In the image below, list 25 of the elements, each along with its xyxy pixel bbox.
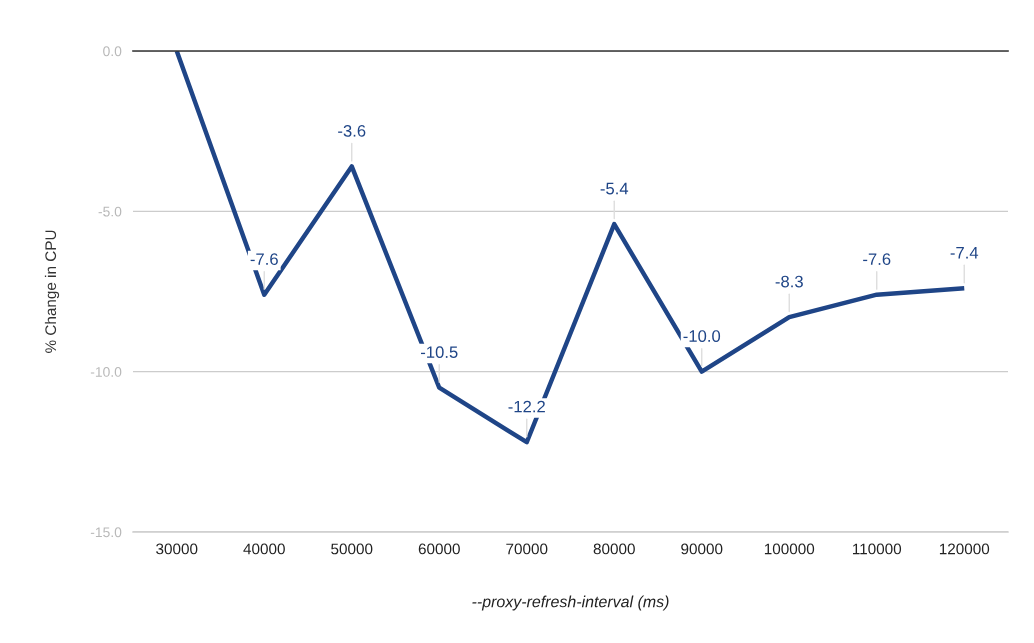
- y-tick-label: -5.0: [98, 206, 122, 217]
- x-tick-label: 60000: [418, 543, 460, 555]
- x-tick-label: 90000: [681, 543, 723, 555]
- x-tick-label: 70000: [506, 543, 548, 555]
- x-tick-label: 80000: [593, 543, 635, 555]
- data-label: -8.3: [775, 275, 803, 288]
- x-tick-label: 110000: [852, 543, 902, 555]
- x-axis-title: --proxy-refresh-interval (ms): [472, 595, 669, 611]
- data-label: -3.6: [338, 124, 366, 137]
- y-tick-label: -15.0: [90, 527, 122, 538]
- y-tick-label: -10.0: [90, 367, 122, 377]
- data-label: -7.6: [863, 253, 891, 266]
- x-tick-label: 30000: [156, 543, 198, 555]
- data-label: -10.0: [683, 330, 721, 342]
- x-tick-label: 100000: [764, 543, 815, 555]
- y-tick-label: 0.0: [103, 46, 122, 57]
- data-label: -10.5: [421, 346, 458, 359]
- data-label: -12.2: [508, 400, 545, 413]
- y-axis-title: % Change in CPU: [44, 230, 60, 353]
- data-label: -7.4: [950, 246, 979, 259]
- x-tick-label: 50000: [331, 543, 373, 555]
- x-tick-label: 40000: [243, 543, 285, 555]
- data-label: -5.4: [600, 182, 629, 195]
- x-tick-label: 120000: [939, 543, 990, 555]
- data-label: -7.6: [250, 253, 278, 266]
